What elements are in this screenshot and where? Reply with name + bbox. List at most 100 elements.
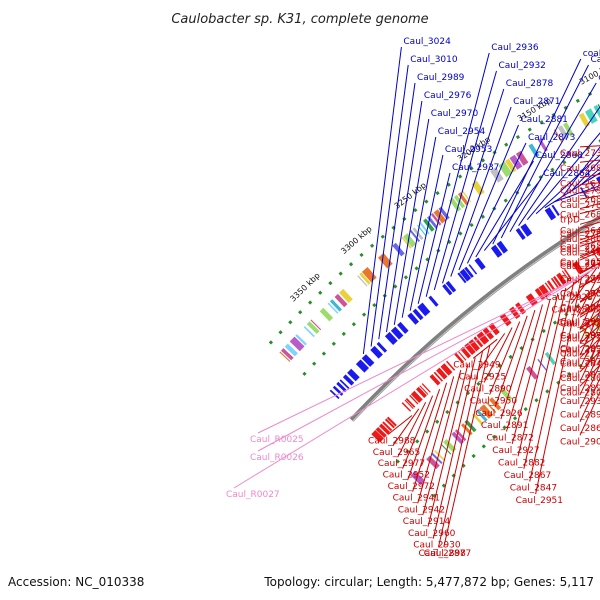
cog-feature-block xyxy=(339,288,353,303)
reverse-gene-feature xyxy=(404,399,414,409)
reverse-gene-label: Caul_2876 xyxy=(560,262,600,272)
cog-feature-block xyxy=(449,197,462,212)
cog-feature-block xyxy=(410,471,426,486)
reverse-gene-leader xyxy=(579,310,600,356)
reverse-gene-labels: Caul_2988Caul_2965Caul_2977Caul_2952Caul… xyxy=(368,145,600,559)
reverse-gene-label: Caul_2847 xyxy=(510,484,557,494)
reverse-gene-leader xyxy=(579,336,600,383)
reverse-gene-label: Caul_2867 xyxy=(504,471,551,481)
reverse-gene-leader xyxy=(472,338,498,359)
forward-gene-feature xyxy=(496,240,508,254)
reverse-gene-label: Caul_2652 xyxy=(560,258,600,268)
reverse-gene-label: Caul_2852 xyxy=(560,276,600,286)
forward-gene-feature xyxy=(551,204,560,216)
cog-feature-block xyxy=(284,343,298,357)
reverse-gene-leader xyxy=(506,304,543,432)
forward-gene-feature xyxy=(474,257,486,270)
forward-gene-feature xyxy=(445,280,457,293)
forward-gene-feature xyxy=(390,326,404,340)
cog-feature-block xyxy=(289,336,305,352)
forward-gene-feature xyxy=(515,228,526,240)
cog-feature-block xyxy=(440,443,452,455)
forward-gene-label: Caul_2871 xyxy=(513,97,560,107)
reverse-gene-leader xyxy=(397,401,427,458)
reverse-gene-feature xyxy=(410,390,423,403)
forward-gene-leader xyxy=(475,160,534,258)
cog-feature-block xyxy=(537,138,548,152)
forward-gene-leader xyxy=(580,167,600,186)
forward-gene-feature xyxy=(329,389,340,400)
cog-feature-block xyxy=(537,358,548,371)
reverse-gene-label: Caul_2965 xyxy=(373,448,420,458)
forward-gene-label: Caul_2932 xyxy=(499,61,546,71)
reverse-gene-label: Caul_2717 xyxy=(560,304,600,314)
reverse-gene-leader xyxy=(511,298,551,445)
reverse-gene-feature xyxy=(550,277,560,289)
cog-feature-block xyxy=(443,439,457,453)
forward-gene-leader xyxy=(450,106,512,277)
genome-summary-text: Topology: circular; Length: 5,477,872 bp… xyxy=(263,575,594,589)
cog-feature-block xyxy=(409,230,421,243)
reverse-gene-feature xyxy=(476,331,490,345)
rna-gene-leader xyxy=(257,274,586,434)
cog-feature-block xyxy=(319,307,334,322)
forward-gene-feature xyxy=(361,354,375,367)
cog-feature-block xyxy=(489,397,502,411)
forward-gene-leader xyxy=(544,172,600,209)
accession-text: Accession: NC_010338 xyxy=(8,575,144,589)
reverse-gene-label: Caul_2904 xyxy=(560,437,600,447)
reverse-gene-label: Caul_2895 xyxy=(560,384,600,394)
reverse-gene-leader xyxy=(392,408,420,447)
forward-gene-feature xyxy=(384,331,398,345)
reverse-gene-label: Caul_2732 xyxy=(560,334,600,344)
forward-gene-feature xyxy=(339,379,350,389)
reverse-gene-label: Caul_2960 xyxy=(408,529,456,539)
forward-gene-label: Caul_2970 xyxy=(431,109,479,119)
cog-feature-block xyxy=(485,401,497,414)
forward-gene-feature xyxy=(428,295,439,307)
forward-gene-leader xyxy=(386,100,423,333)
reverse-gene-label: Caul_2890 xyxy=(464,385,512,395)
reverse-gene-feature xyxy=(384,418,395,429)
reverse-gene-label: Caul_2872 xyxy=(487,434,534,444)
forward-gene-label: Caul_2954 xyxy=(438,127,486,137)
reverse-gene-label: Caul_2950 xyxy=(470,397,518,407)
reverse-gene-leader xyxy=(579,390,600,436)
cog-feature-block xyxy=(586,322,596,336)
forward-gene-label: Caul_2836 xyxy=(591,55,600,65)
reverse-gene-leader xyxy=(579,376,600,423)
reverse-gene-feature xyxy=(544,282,553,293)
reverse-gene-leader xyxy=(579,323,600,369)
forward-gene-leader xyxy=(401,136,437,318)
reverse-gene-feature xyxy=(499,313,512,327)
reverse-gene-label: Caul_2842 xyxy=(560,360,600,370)
cog-feature-block xyxy=(526,365,539,380)
forward-gene-label: clpX xyxy=(598,73,600,83)
reverse-gene-label: Caul_2809 xyxy=(560,374,600,384)
forward-gene-feature xyxy=(464,266,474,278)
reverse-gene-label: Caul_2790 xyxy=(560,187,600,197)
reverse-gene-feature xyxy=(401,402,412,412)
forward-gene-feature xyxy=(520,223,533,237)
forward-gene-feature xyxy=(370,345,383,359)
forward-gene-leader xyxy=(425,52,490,297)
reverse-gene-leader xyxy=(565,271,590,292)
forward-gene-label: Caul_3024 xyxy=(403,37,451,47)
forward-gene-feature xyxy=(544,207,557,221)
forward-gene-leader xyxy=(362,46,402,354)
reverse-gene-feature xyxy=(416,386,427,398)
forward-gene-label: Caul_2976 xyxy=(424,91,472,101)
reverse-gene-label: Caul_2928 xyxy=(546,293,594,303)
cog-feature-block xyxy=(334,293,348,308)
cog-feature-block xyxy=(578,112,590,128)
forward-gene-leader xyxy=(378,82,416,340)
reverse-gene-feature xyxy=(375,427,387,438)
reverse-gene-label: Caul_2770 xyxy=(560,260,600,270)
reverse-gene-label: Caul_2768 xyxy=(560,245,600,255)
reverse-gene-label: Caul_2909 xyxy=(560,290,600,300)
reverse-gene-leader xyxy=(387,415,413,435)
reverse-gene-label: Caul_2875 xyxy=(560,358,600,368)
cog-feature-block xyxy=(499,387,513,402)
